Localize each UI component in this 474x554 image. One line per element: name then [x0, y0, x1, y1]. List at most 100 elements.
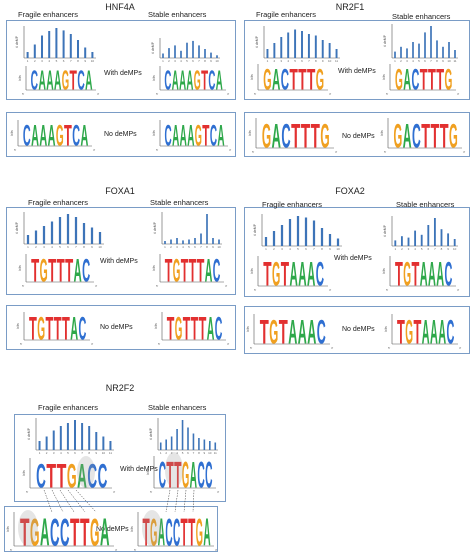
nr2f2-fragile-tick-label: 11	[109, 451, 112, 455]
foxa1-stable-tick-label: 6	[194, 245, 196, 249]
nr2f2-alignment-line	[165, 489, 171, 513]
foxa2-stable-motif-letter: A	[436, 256, 444, 294]
foxa2-stable-motif-letter: T	[395, 256, 403, 294]
foxa1-stable-motif-letter: T	[165, 253, 173, 289]
foxa2-stable-tick-label: 4	[414, 247, 416, 251]
nr2f1-fragile-motif-letter: T	[290, 64, 298, 97]
nr2f2-fragile-motif-letter: C	[87, 458, 97, 496]
hnf4a-fragile-nodemp-motif-letter: A	[80, 120, 88, 153]
foxa1-fragile-bar	[82, 223, 86, 244]
foxa2-fragile-bar	[288, 219, 292, 246]
nr2f2-fragile-tick-label: 4	[60, 451, 62, 455]
nr2f2-stable-tick-label: 1	[160, 451, 162, 455]
foxa1-with-label: With deMPs	[100, 258, 138, 265]
nr2f2-stable-tick-label: 4	[176, 451, 178, 455]
nr2f1-stable-motif-letter: T	[420, 64, 428, 97]
nr2f1-fragile-motif-letter: T	[307, 64, 315, 97]
hnf4a-fragile-bar	[48, 31, 51, 58]
foxa1-fragile-bar	[74, 217, 78, 244]
foxa2-stable-bar	[447, 233, 450, 246]
hnf4a-fragile-tick-label: 2	[34, 59, 36, 63]
foxa2-fragile-nodemp-motif-letter: T	[279, 314, 288, 352]
foxa1-stable-bar	[170, 239, 172, 244]
nr2f1-fragile-motif-five-prime: 5'	[254, 92, 257, 96]
nr2f2-alignment-line	[51, 489, 64, 513]
foxa1-stable-tick-label: 1	[164, 245, 166, 249]
hnf4a-stable-nodemp-motif-letter: C	[210, 120, 217, 153]
foxa1-fragile-tick-label: 3	[43, 245, 45, 249]
hnf4a-fragile-nodemp-motif-five-prime: 5'	[14, 148, 17, 152]
foxa1-fragile-nodemp-motif-letter: C	[78, 311, 86, 347]
foxa1-stable-bar	[206, 214, 208, 244]
nr2f2-stable-motif-letter: T	[166, 455, 174, 496]
nr2f2-stable-nodemp-motif-letter: C	[173, 512, 180, 554]
hnf4a-stable-nodemp-motif-letter: A	[187, 120, 194, 153]
nr2f1-none-label: No deMPs	[342, 133, 375, 140]
nr2f2-fragile-bar	[81, 423, 84, 450]
foxa1-fragile-motif-letter: T	[31, 253, 39, 289]
foxa1-fragile-bar	[90, 227, 94, 244]
foxa1-stable-nodemp-motif-letter: C	[215, 311, 223, 347]
nr2f1-stable-motif-letter: A	[403, 64, 411, 97]
hnf4a-fragile-motif-five-prime: 5'	[22, 92, 25, 96]
nr2f2-fragile-bar	[52, 430, 55, 450]
nr2f1-stable-nodemp-motif-five-prime: 5'	[384, 150, 387, 154]
foxa1-stable-motif-bits-label: bits	[152, 265, 156, 271]
nr2f1-stable-bar	[406, 48, 408, 58]
foxa1-fragile-nodemp-motif-letter: G	[37, 311, 45, 347]
foxa1-fragile-bar	[58, 217, 62, 244]
foxa1-fragile-tick-label: 1	[27, 245, 29, 249]
foxa1-fragile-motif-letter: T	[57, 253, 65, 289]
hnf4a-fragile-bar	[76, 40, 80, 58]
foxa2-fragile-tick-label: 7	[313, 247, 315, 251]
nr2f2-fragile-nodemp-motif-letter: T	[20, 512, 30, 554]
nr2f1-stable-tick-label: 11	[453, 59, 456, 63]
foxa2-stable-header: Stable enhancers	[396, 200, 455, 209]
foxa1-fragile-y-label: # deMP	[15, 221, 19, 234]
nr2f1-stable-bar	[442, 46, 444, 58]
nr2f2-stable-motif-five-prime: 5'	[150, 490, 153, 494]
nr2f2-fragile-nodemp-motif-five-prime: 5'	[10, 548, 13, 552]
nr2f2-stable-tick-label: 3	[171, 451, 173, 455]
foxa2-stable-motif-letter: G	[403, 256, 411, 294]
nr2f2-stable-nodemp-motif-bits-label: bits	[130, 526, 134, 532]
hnf4a-stable-nodemp-motif-three-prime: 3'	[229, 148, 232, 152]
foxa1-fragile-nodemp-motif-bits-label: bits	[16, 323, 20, 329]
foxa2-stable-tick-label: 2	[401, 247, 403, 251]
hnf4a-fragile-tick-label: 6	[63, 59, 65, 63]
hnf4a-stable-bar	[180, 50, 182, 58]
nr2f1-fragile-nodemp-motif-letter: T	[301, 118, 310, 156]
nr2f1-stable-nodemp-motif-letter: A	[403, 118, 412, 156]
nr2f1-fragile-tick-label: 5	[294, 59, 296, 63]
hnf4a-fragile-bar	[62, 30, 65, 58]
nr2f2-stable-motif-letter: C	[197, 455, 204, 496]
hnf4a-fragile-nodemp-motif-letter: A	[31, 120, 39, 153]
foxa1-fragile-motif-bits-label: bits	[18, 265, 22, 271]
nr2f1-fragile-header: Fragile enhancers	[256, 10, 317, 19]
hnf4a-fragile-bar	[91, 52, 94, 58]
nr2f2-fragile-nodemp-motif-letter: G	[90, 512, 100, 554]
nr2f2-fragile-nodemp-motif-letter: G	[30, 512, 40, 554]
nr2f1-stable-nodemp-motif-three-prime: 3'	[463, 150, 466, 154]
hnf4a-fragile-bar	[33, 44, 36, 58]
nr2f2-stable-tick-label: 9	[204, 451, 206, 455]
foxa1-stable-motif-letter: T	[197, 253, 205, 289]
nr2f2-stable-tick-label: 6	[187, 451, 189, 455]
hnf4a-stable-bar	[174, 45, 176, 58]
foxa1-fragile-tick-label: 6	[67, 245, 69, 249]
nr2f2-fragile-bar	[66, 423, 69, 450]
nr2f2-alignment-line	[174, 489, 179, 513]
foxa2-stable-bar	[394, 240, 397, 246]
foxa2-fragile-bar	[312, 220, 316, 246]
hnf4a-stable-tick-label: 2	[168, 59, 170, 63]
foxa1-fragile-tick-label: 8	[83, 245, 85, 249]
foxa2-fragile-motif-five-prime: 5'	[254, 288, 257, 292]
foxa1-fragile-bar	[42, 226, 46, 244]
hnf4a-fragile-motif-letter: A	[54, 65, 61, 96]
foxa2-fragile-motif-letter: A	[298, 256, 306, 294]
foxa2-stable-motif-bits-label: bits	[382, 268, 386, 274]
foxa2-fragile-motif-letter: A	[307, 256, 315, 294]
hnf4a-fragile-nodemp-motif-letter: C	[23, 120, 31, 153]
nr2f2-alignment-line	[75, 489, 97, 513]
foxa2-stable-nodemp-motif-three-prime: 3'	[459, 346, 462, 350]
